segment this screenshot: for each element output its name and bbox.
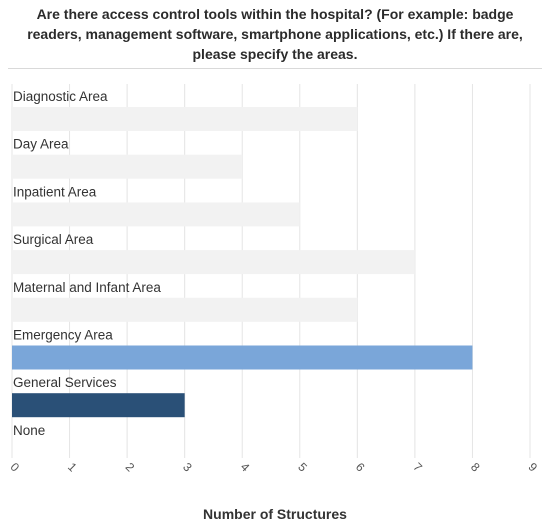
- bar-diagnostic-area: [12, 107, 358, 131]
- x-axis-label: Number of Structures: [203, 506, 347, 522]
- category-label-surgical-area: Surgical Area: [13, 232, 94, 247]
- x-tick-label-9: 9: [526, 460, 541, 475]
- category-label-emergency-area: Emergency Area: [13, 328, 113, 343]
- x-tick-label-8: 8: [468, 460, 483, 475]
- category-label-none: None: [13, 423, 45, 438]
- x-tick-label-3: 3: [180, 460, 195, 475]
- x-tick-label-6: 6: [353, 460, 368, 475]
- bar-inpatient-area: [12, 202, 300, 227]
- category-label-day-area: Day Area: [13, 137, 69, 152]
- category-label-inpatient-area: Inpatient Area: [13, 184, 97, 199]
- chart-title: Are there access control tools within th…: [27, 6, 523, 62]
- x-tick-label-4: 4: [238, 460, 253, 475]
- bar-maternal-and-infant-area: [12, 297, 358, 322]
- bar-emergency-area: [12, 345, 473, 370]
- category-label-diagnostic-area: Diagnostic Area: [13, 89, 108, 104]
- x-tick-label-1: 1: [65, 460, 80, 475]
- x-tick-label-7: 7: [410, 460, 425, 475]
- category-label-general-services: General Services: [13, 375, 117, 390]
- bar-day-area: [12, 154, 243, 179]
- bar-general-services: [12, 393, 185, 418]
- category-label-maternal-and-infant-area: Maternal and Infant Area: [13, 280, 161, 295]
- x-tick-label-5: 5: [295, 460, 310, 475]
- x-tick-label-0: 0: [8, 460, 23, 475]
- bar-surgical-area: [12, 250, 415, 275]
- title-divider: [8, 68, 542, 69]
- x-tick-label-2: 2: [123, 460, 138, 475]
